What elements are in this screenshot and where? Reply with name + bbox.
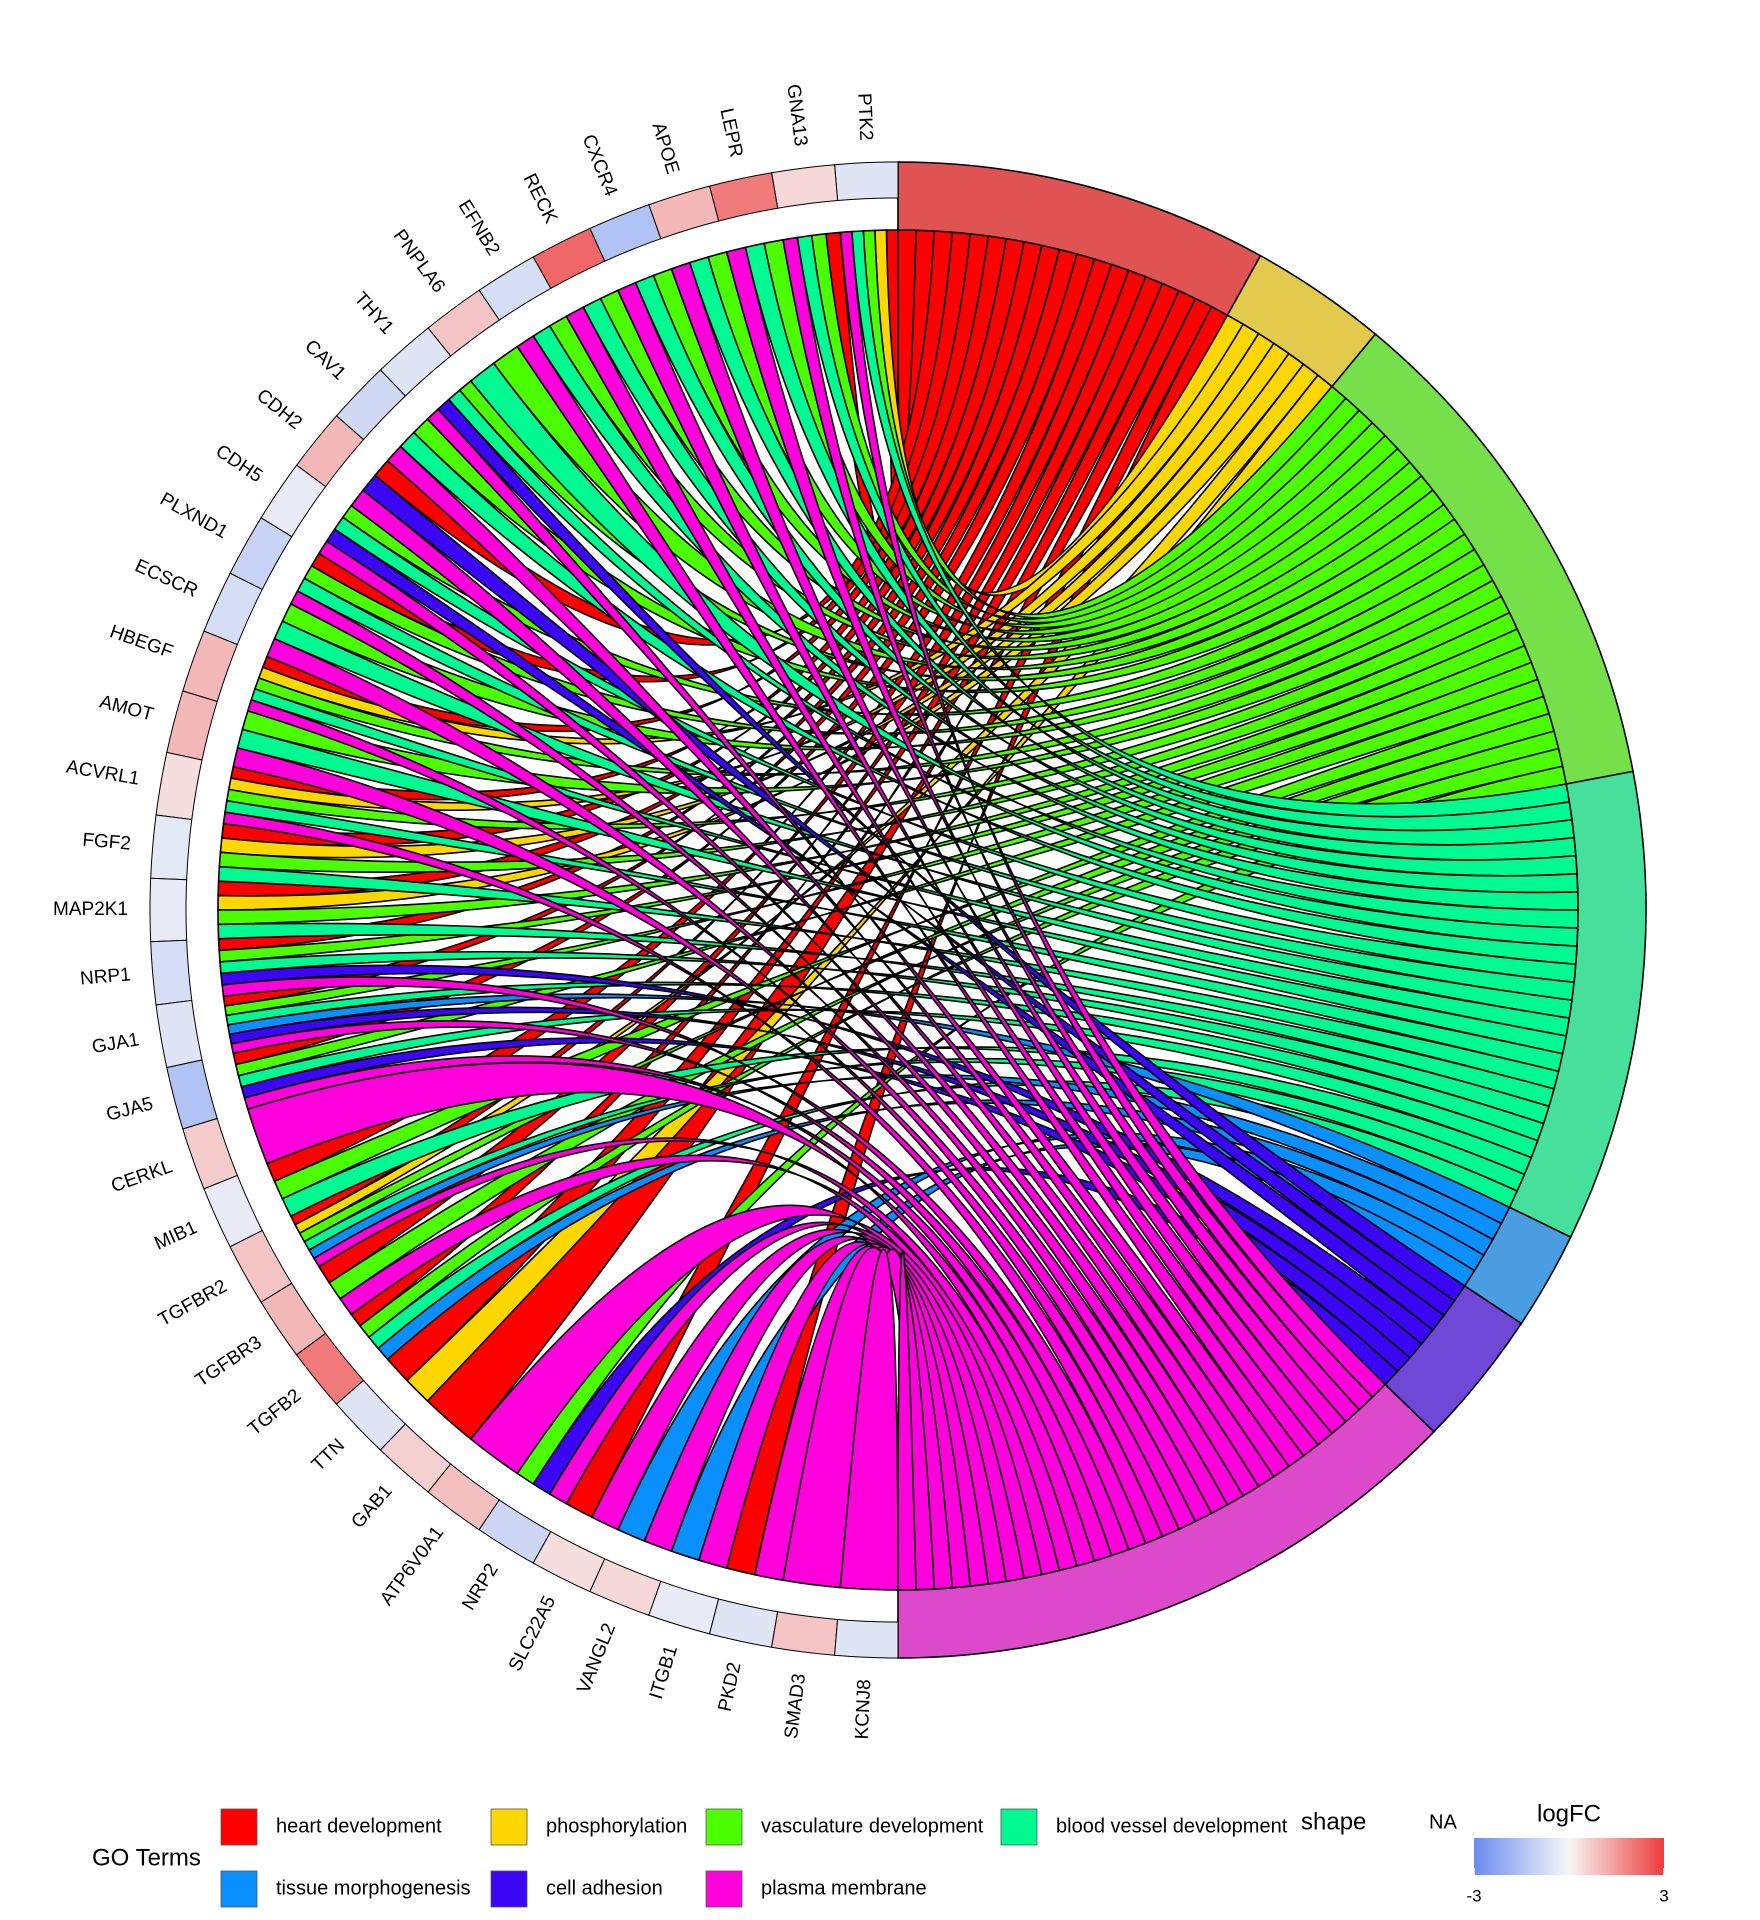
gene-label: TGFB2: [244, 1385, 305, 1440]
gene-label: GJA1: [90, 1029, 140, 1058]
gene-logfc-box: [771, 164, 839, 209]
gene-logfc-box: [708, 172, 779, 222]
gene-logfc-box: [427, 1463, 500, 1531]
gene-label: PLXND1: [156, 489, 231, 543]
gene-label: VANGL2: [573, 1620, 620, 1696]
gene-logfc-box: [834, 161, 899, 202]
gene-label: MAP2K1: [53, 899, 128, 920]
gene-logfc-box: [532, 227, 606, 290]
gene-label: NRP2: [458, 1560, 502, 1614]
gene-label: PNPLA6: [389, 226, 449, 297]
legend-label: cell adhesion: [546, 1877, 663, 1899]
gene-logfc-box: [379, 1423, 452, 1493]
gene-label: PTK2: [853, 93, 876, 141]
gene-logfc-box: [166, 1059, 218, 1130]
gene-label: ECSCR: [132, 555, 201, 602]
legend-label: tissue morphogenesis: [276, 1877, 471, 1899]
legend-swatch: [705, 1808, 743, 1846]
gene-logfc-box: [182, 630, 238, 703]
gene-logfc-box: [203, 1174, 263, 1248]
gene-label: SLC22A5: [505, 1593, 560, 1675]
gene-logfc-box: [335, 1379, 407, 1451]
gene-label: FGF2: [82, 830, 132, 855]
legend-swatch: [220, 1808, 258, 1846]
legend-swatch: [705, 1870, 743, 1908]
gene-label: ATP6V0A1: [376, 1523, 448, 1610]
gene-logfc-box: [229, 1229, 293, 1303]
gene-logfc-box: [150, 814, 193, 881]
gene-label: CXCR4: [578, 132, 622, 200]
gene-label: GNA13: [782, 83, 811, 147]
legend-label: plasma membrane: [761, 1877, 927, 1899]
gene-label: RECK: [519, 170, 562, 227]
legend-swatch: [1000, 1808, 1038, 1846]
gene-logfc-box: [478, 256, 552, 321]
gene-logfc-box: [155, 999, 203, 1069]
gene-logfc-box: [149, 877, 188, 943]
gene-logfc-box: [260, 1282, 327, 1356]
colorbar-tick-label: -3: [1466, 1886, 1481, 1905]
legend-swatch: [490, 1808, 528, 1846]
shape-legend-title: shape: [1301, 1808, 1366, 1835]
gene-logfc-box: [229, 517, 293, 591]
gene-label: GAB1: [348, 1481, 397, 1533]
gene-label: LEPR: [716, 106, 747, 159]
colorbar: [1474, 1838, 1664, 1875]
gene-logfc-box: [589, 1558, 662, 1616]
legend-label: phosphorylation: [546, 1815, 687, 1837]
gene-logfc-box: [834, 1618, 899, 1659]
legend-label: blood vessel development: [1056, 1815, 1288, 1837]
gene-label: ACVRL1: [65, 757, 141, 790]
gene-logfc-box: [150, 939, 193, 1006]
gene-logfc-box: [155, 751, 203, 821]
legend-swatch: [490, 1870, 528, 1908]
shape-legend-label: NA: [1429, 1811, 1457, 1833]
colorbar-tick-label: 3: [1659, 1886, 1668, 1905]
legend-title: GO Terms: [92, 1844, 201, 1871]
gene-label: PKD2: [715, 1660, 746, 1713]
gene-logfc-box: [532, 1530, 606, 1593]
gene-label: GJA5: [104, 1093, 155, 1125]
gene-label: HBEGF: [107, 621, 176, 663]
gene-label: TGFBR3: [192, 1332, 266, 1391]
gene-logfc-box: [335, 369, 407, 441]
gene-logfc-box: [379, 327, 452, 397]
gene-logfc-box: [648, 1580, 720, 1635]
gene-logfc-box: [771, 1611, 839, 1656]
gene-label: CAV1: [300, 336, 349, 385]
gene-label: SMAD3: [781, 1672, 810, 1740]
gene-label: KCNJ8: [852, 1679, 876, 1740]
gene-logfc-box: [295, 415, 365, 488]
legend-swatch: [220, 1870, 258, 1908]
gene-label: CDH5: [212, 441, 267, 487]
gene-logfc-box: [203, 572, 263, 646]
gene-logfc-box: [166, 690, 218, 761]
gene-label: CDH2: [252, 385, 305, 434]
gene-label: AMOT: [97, 692, 156, 726]
gene-label: EFNB2: [454, 196, 504, 259]
gene-logfc-box: [182, 1117, 238, 1190]
legend-label: heart development: [276, 1815, 442, 1837]
gene-label: APOE: [647, 120, 683, 177]
gene-logfc-box: [295, 1332, 365, 1405]
colorbar-title: logFC: [1537, 1800, 1601, 1827]
gene-logfc-box: [589, 204, 662, 262]
gene-label: TGFBR2: [155, 1276, 231, 1331]
gene-logfc-box: [648, 185, 720, 240]
chords: [217, 229, 1579, 1591]
gene-logfc-box: [708, 1598, 779, 1648]
gene-logfc-box: [427, 289, 500, 357]
gene-label: MIB1: [151, 1217, 200, 1254]
gene-label: TTN: [308, 1435, 349, 1476]
gene-label: THY1: [350, 288, 398, 338]
gene-logfc-box: [260, 464, 327, 538]
gene-label: NRP1: [79, 964, 131, 989]
gene-label: ITGB1: [646, 1643, 682, 1702]
gene-label: CERKL: [109, 1156, 176, 1197]
legend-label: vasculature development: [761, 1815, 984, 1837]
gene-logfc-box: [478, 1499, 552, 1564]
